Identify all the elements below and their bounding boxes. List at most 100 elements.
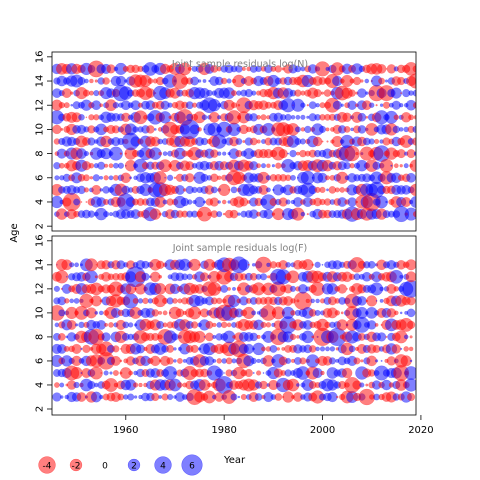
residual-point — [408, 114, 415, 121]
residual-point — [393, 286, 400, 292]
residual-point — [325, 175, 330, 181]
legend-label: -2 — [72, 462, 81, 472]
residual-point — [385, 335, 388, 338]
residual-point — [399, 164, 403, 168]
residual-point — [315, 298, 320, 304]
residual-point — [365, 91, 369, 95]
residual-point — [158, 274, 163, 279]
residual-point — [319, 186, 326, 194]
residual-point — [231, 90, 237, 97]
residual-point — [212, 322, 217, 328]
residual-point — [151, 309, 160, 317]
residual-point — [318, 125, 327, 133]
residual-point — [185, 173, 195, 183]
residual-point — [92, 174, 100, 182]
residual-point — [265, 187, 271, 193]
residual-point — [64, 298, 70, 304]
residual-point — [133, 395, 138, 399]
residual-point — [311, 263, 314, 267]
legend-marker — [38, 456, 56, 474]
residual-point — [53, 285, 60, 292]
legend-title: Year — [223, 455, 246, 466]
residual-point — [378, 77, 385, 85]
residual-point — [407, 392, 416, 402]
residual-point — [190, 344, 199, 353]
residual-point — [334, 187, 340, 193]
residual-point — [340, 103, 344, 107]
residual-point — [326, 188, 329, 192]
residual-point — [210, 186, 218, 194]
residual-point — [138, 382, 143, 388]
residual-point — [357, 125, 367, 134]
residual-point — [256, 334, 261, 339]
residual-point — [212, 358, 217, 363]
residual-point — [112, 345, 120, 353]
residual-point — [232, 286, 236, 291]
residual-point — [71, 343, 82, 354]
residual-point — [408, 346, 414, 352]
panels-layer: Joint sample residuals log(N) Joint sampl… — [51, 51, 417, 416]
residual-point — [406, 296, 416, 306]
residual-point — [151, 392, 160, 402]
residual-point — [409, 335, 413, 339]
residual-point — [259, 380, 268, 390]
residual-point — [154, 283, 167, 295]
residual-point — [289, 285, 297, 292]
residual-point — [315, 346, 320, 352]
residual-point — [85, 201, 88, 203]
residual-point — [94, 79, 98, 83]
residual-point — [226, 322, 232, 328]
residual-point — [58, 309, 66, 317]
residual-point — [275, 162, 282, 169]
residual-point — [112, 102, 120, 109]
residual-point — [406, 308, 416, 318]
y-tick-label: 10 — [35, 123, 46, 136]
residual-point — [153, 171, 167, 185]
residual-point — [289, 149, 297, 158]
residual-point — [109, 371, 113, 375]
residual-point — [82, 174, 90, 182]
residual-point — [379, 298, 384, 303]
residual-point — [220, 321, 228, 329]
y-tick-label: 6 — [35, 358, 46, 364]
residual-point — [276, 347, 281, 351]
residual-point — [173, 176, 177, 179]
x-tick-label: 2020 — [408, 425, 433, 436]
axes-layer: 2 4 6 8 10 12 14 16 2 4 6 8 10 12 14 16 1960 1980 2000 2020 — [35, 50, 434, 436]
residual-point — [262, 372, 265, 374]
residual-point — [306, 104, 309, 107]
residual-point — [167, 393, 174, 401]
residual-point — [235, 138, 243, 145]
residual-point — [63, 102, 70, 109]
residual-point — [308, 345, 317, 353]
residual-point — [295, 114, 301, 120]
residual-point — [73, 381, 80, 389]
residual-point — [379, 286, 384, 292]
residual-point — [406, 172, 416, 183]
residual-point — [78, 114, 85, 121]
residual-point — [241, 66, 246, 71]
residual-point — [393, 310, 399, 316]
residual-point — [190, 76, 200, 86]
residual-point — [399, 103, 404, 108]
residual-point — [222, 151, 227, 156]
residual-point — [385, 200, 388, 204]
residual-point — [220, 284, 229, 293]
residual-point — [412, 89, 416, 97]
residual-point — [158, 151, 163, 156]
residual-point — [84, 78, 89, 84]
residual-point — [319, 346, 326, 352]
residual-point — [73, 198, 81, 206]
residual-point — [254, 393, 263, 401]
residual-point — [215, 297, 223, 305]
residual-point — [286, 270, 300, 284]
residual-point — [290, 115, 296, 120]
residual-point — [94, 275, 98, 279]
residual-point — [73, 298, 80, 304]
residual-point — [285, 199, 291, 205]
residual-point — [340, 311, 344, 315]
residual-point — [141, 272, 150, 281]
residual-point — [346, 288, 348, 290]
residual-point — [256, 163, 262, 169]
residual-point — [404, 207, 416, 221]
